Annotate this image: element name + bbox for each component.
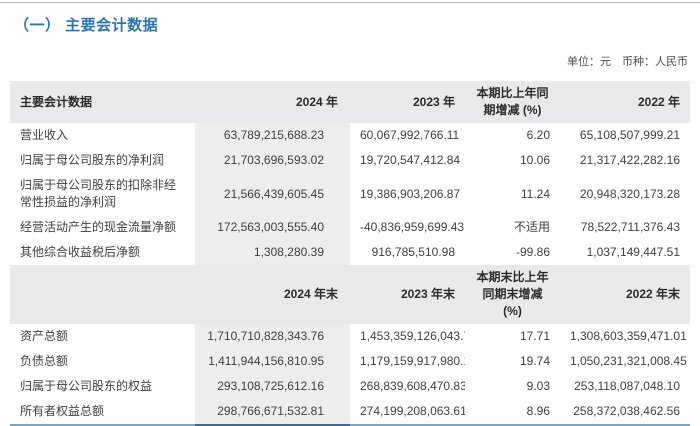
table-row-net-profit-excl-nonrecurring: 归属于母公司股东的扣除非经常性损益的净利润 21,566,439,605.45 … <box>10 173 690 215</box>
header-2024: 2024 年 <box>195 81 350 123</box>
cell-change-pct: 8.96 <box>465 399 560 426</box>
table-row-total-assets: 资产总额 1,710,710,828,343.76 1,453,359,126,… <box>10 324 690 349</box>
cell-change-pct: 11.24 <box>520 186 550 201</box>
cell-change-pct: 6.20 <box>526 128 550 142</box>
header-2023-yearend: 2023 年末 <box>350 265 465 324</box>
cell-2022: 253,118,087,048.10 <box>574 379 680 393</box>
cell-2024: 63,789,215,688.23 <box>195 123 350 148</box>
cell-2023: 274,199,208,063.61 <box>350 399 465 426</box>
row-label: 归属于母公司股东的扣除非经常性损益的净利润 <box>20 178 177 209</box>
cell-2024: 293,108,725,612.16 <box>195 374 350 399</box>
table-row-operating-cash-flow: 经营活动产生的现金流量净额 172,563,003,555.40 -40,836… <box>10 215 690 240</box>
cell-2024: 1,710,710,828,343.76 <box>195 324 350 349</box>
header-metric-label: 主要会计数据 <box>10 81 195 123</box>
cell-2022: 258,372,038,462.56 <box>560 399 690 426</box>
cell-change-pct: -99.86 <box>515 245 550 259</box>
table-header-row-annual: 主要会计数据 2024 年 2023 年 本期比上年同期增减 (%) 2022 … <box>10 81 690 123</box>
cell-2023: 1,453,359,126,043.71 <box>360 329 465 343</box>
cell-2023: 1,179,159,917,980.10 <box>360 354 465 368</box>
header-2022-yearend: 2022 年末 <box>560 265 690 324</box>
cell-2024: 172,563,003,555.40 <box>195 215 350 240</box>
page-title: （一） 主要会计数据 <box>14 17 159 34</box>
cell-2022: 1,050,231,321,008.45 <box>570 354 687 368</box>
cell-change-pct: 9.03 <box>526 379 550 393</box>
cell-2022: 21,317,422,282.16 <box>579 153 680 167</box>
row-label: 其他综合收益税后净额 <box>20 245 141 259</box>
table-row-total-equity: 所有者权益总额 298,766,671,532.81 274,199,208,0… <box>10 399 690 426</box>
cell-2024: 21,566,439,605.45 <box>195 173 350 215</box>
cell-2023: 19,720,547,412.84 <box>360 153 461 167</box>
header-change-pct: 本期比上年同期增减 (%) <box>465 81 560 123</box>
row-label: 归属于母公司股东的权益 <box>20 379 153 393</box>
row-label: 经营活动产生的现金流量净额 <box>20 220 177 234</box>
cell-change-pct: 10.06 <box>519 153 550 167</box>
table-row-revenue: 营业收入 63,789,215,688.23 60,067,992,766.11… <box>10 123 690 148</box>
cell-2024: 21,703,696,593.02 <box>195 148 350 173</box>
table-row-other-comprehensive-income: 其他综合收益税后净额 1,308,280.39 916,785,510.98 -… <box>10 240 690 265</box>
cell-2024: 1,411,944,156,810.95 <box>195 349 350 374</box>
accounting-data-table: 主要会计数据 2024 年 2023 年 本期比上年同期增减 (%) 2022 … <box>10 81 690 426</box>
cell-2022: 65,108,507,999.21 <box>579 128 680 142</box>
unit-note: 单位：元 币种：人民币 <box>567 56 688 68</box>
header-yearend-change-pct: 本期末比上年同期末增减 (%) <box>465 265 560 324</box>
row-label: 资产总额 <box>20 329 69 343</box>
cell-2023: 60,067,992,766.11 <box>360 128 460 142</box>
table-row-net-profit: 归属于母公司股东的净利润 21,703,696,593.02 19,720,54… <box>10 148 690 173</box>
row-label: 营业收入 <box>20 128 69 142</box>
cell-2022: 78,522,711,376.43 <box>580 220 680 234</box>
cell-2022: 20,948,320,173.28 <box>579 186 680 201</box>
row-label: 负债总额 <box>20 354 69 368</box>
table-header-row-yearend: 2024 年末 2023 年末 本期末比上年同期末增减 (%) 2022 年末 <box>10 265 690 324</box>
table-row-total-liabilities: 负债总额 1,411,944,156,810.95 1,179,159,917,… <box>10 349 690 374</box>
row-label: 所有者权益总额 <box>10 399 195 426</box>
cell-2024: 1,308,280.39 <box>195 240 350 265</box>
header-2023: 2023 年 <box>350 81 465 123</box>
header-2024-yearend: 2024 年末 <box>195 265 350 324</box>
cell-2022: 1,308,603,359,471.01 <box>570 329 687 343</box>
header-empty <box>10 265 195 324</box>
cell-2023: -40,836,959,699.43 <box>360 220 465 234</box>
cell-change-pct: 19.74 <box>519 354 550 368</box>
cell-2024: 298,766,671,532.81 <box>195 399 350 426</box>
cell-change-pct: 17.71 <box>519 329 550 343</box>
cell-2023: 19,386,903,206.87 <box>360 186 461 201</box>
page-top-divider <box>0 2 700 3</box>
header-2022: 2022 年 <box>560 81 690 123</box>
row-label: 归属于母公司股东的净利润 <box>20 153 165 167</box>
cell-2023: 916,785,510.98 <box>371 245 455 259</box>
cell-change-pct: 不适用 <box>513 220 550 234</box>
table-row-parent-equity: 归属于母公司股东的权益 293,108,725,612.16 268,839,6… <box>10 374 690 399</box>
cell-2023: 268,839,608,470.83 <box>360 379 465 393</box>
cell-2022: 1,037,149,447.51 <box>586 245 680 259</box>
